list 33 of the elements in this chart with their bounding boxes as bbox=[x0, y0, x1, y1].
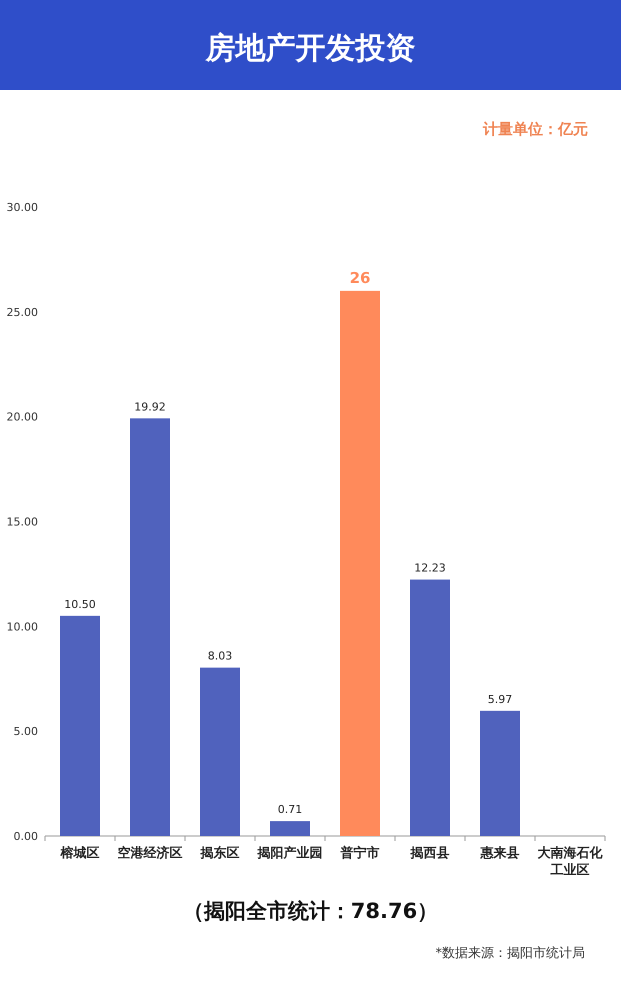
x-tick-label: 揭东区 bbox=[200, 845, 240, 861]
y-tick-label: 0.00 bbox=[14, 830, 38, 843]
y-tick-label: 30.00 bbox=[6, 201, 38, 214]
x-tick-label: 大南海石化工业区 bbox=[538, 846, 604, 878]
y-tick-label: 15.00 bbox=[6, 516, 38, 528]
data-label: 12.23 bbox=[414, 562, 446, 575]
data-label: 5.97 bbox=[488, 692, 512, 706]
x-tick-label: 揭西县 bbox=[410, 846, 450, 861]
bar bbox=[60, 616, 100, 836]
bar bbox=[410, 580, 450, 836]
x-tick-label: 空港经济区 bbox=[118, 845, 182, 861]
data-label: 26 bbox=[350, 268, 370, 287]
text: *数据来源：揭阳市统计局 bbox=[436, 946, 585, 961]
x-tick-label: 榕城区 bbox=[60, 845, 100, 861]
x-tick-label: 惠来县 bbox=[480, 845, 520, 861]
x-tick-label: 普宁市 bbox=[340, 845, 380, 861]
data-label: 8.03 bbox=[208, 650, 232, 663]
bar bbox=[340, 290, 380, 836]
data-label: 0.71 bbox=[278, 803, 302, 816]
chart-title: 房地产开发投资 bbox=[204, 31, 416, 66]
data-label: 10.50 bbox=[64, 598, 96, 611]
y-tick-label: 5.00 bbox=[14, 725, 38, 738]
bar bbox=[200, 668, 240, 836]
y-tick-label: 10.00 bbox=[6, 620, 38, 634]
data-label: 19.92 bbox=[134, 400, 166, 414]
bar bbox=[270, 821, 310, 836]
bar bbox=[130, 418, 170, 836]
bar bbox=[480, 710, 520, 836]
y-tick-label: 25.00 bbox=[6, 306, 38, 319]
y-tick-label: 20.00 bbox=[6, 410, 38, 424]
text: （揭阳全市统计：78.76） bbox=[182, 899, 438, 923]
text: 计量单位：亿元 bbox=[482, 120, 588, 138]
x-tick-label: 揭阳产业园 bbox=[256, 845, 322, 861]
